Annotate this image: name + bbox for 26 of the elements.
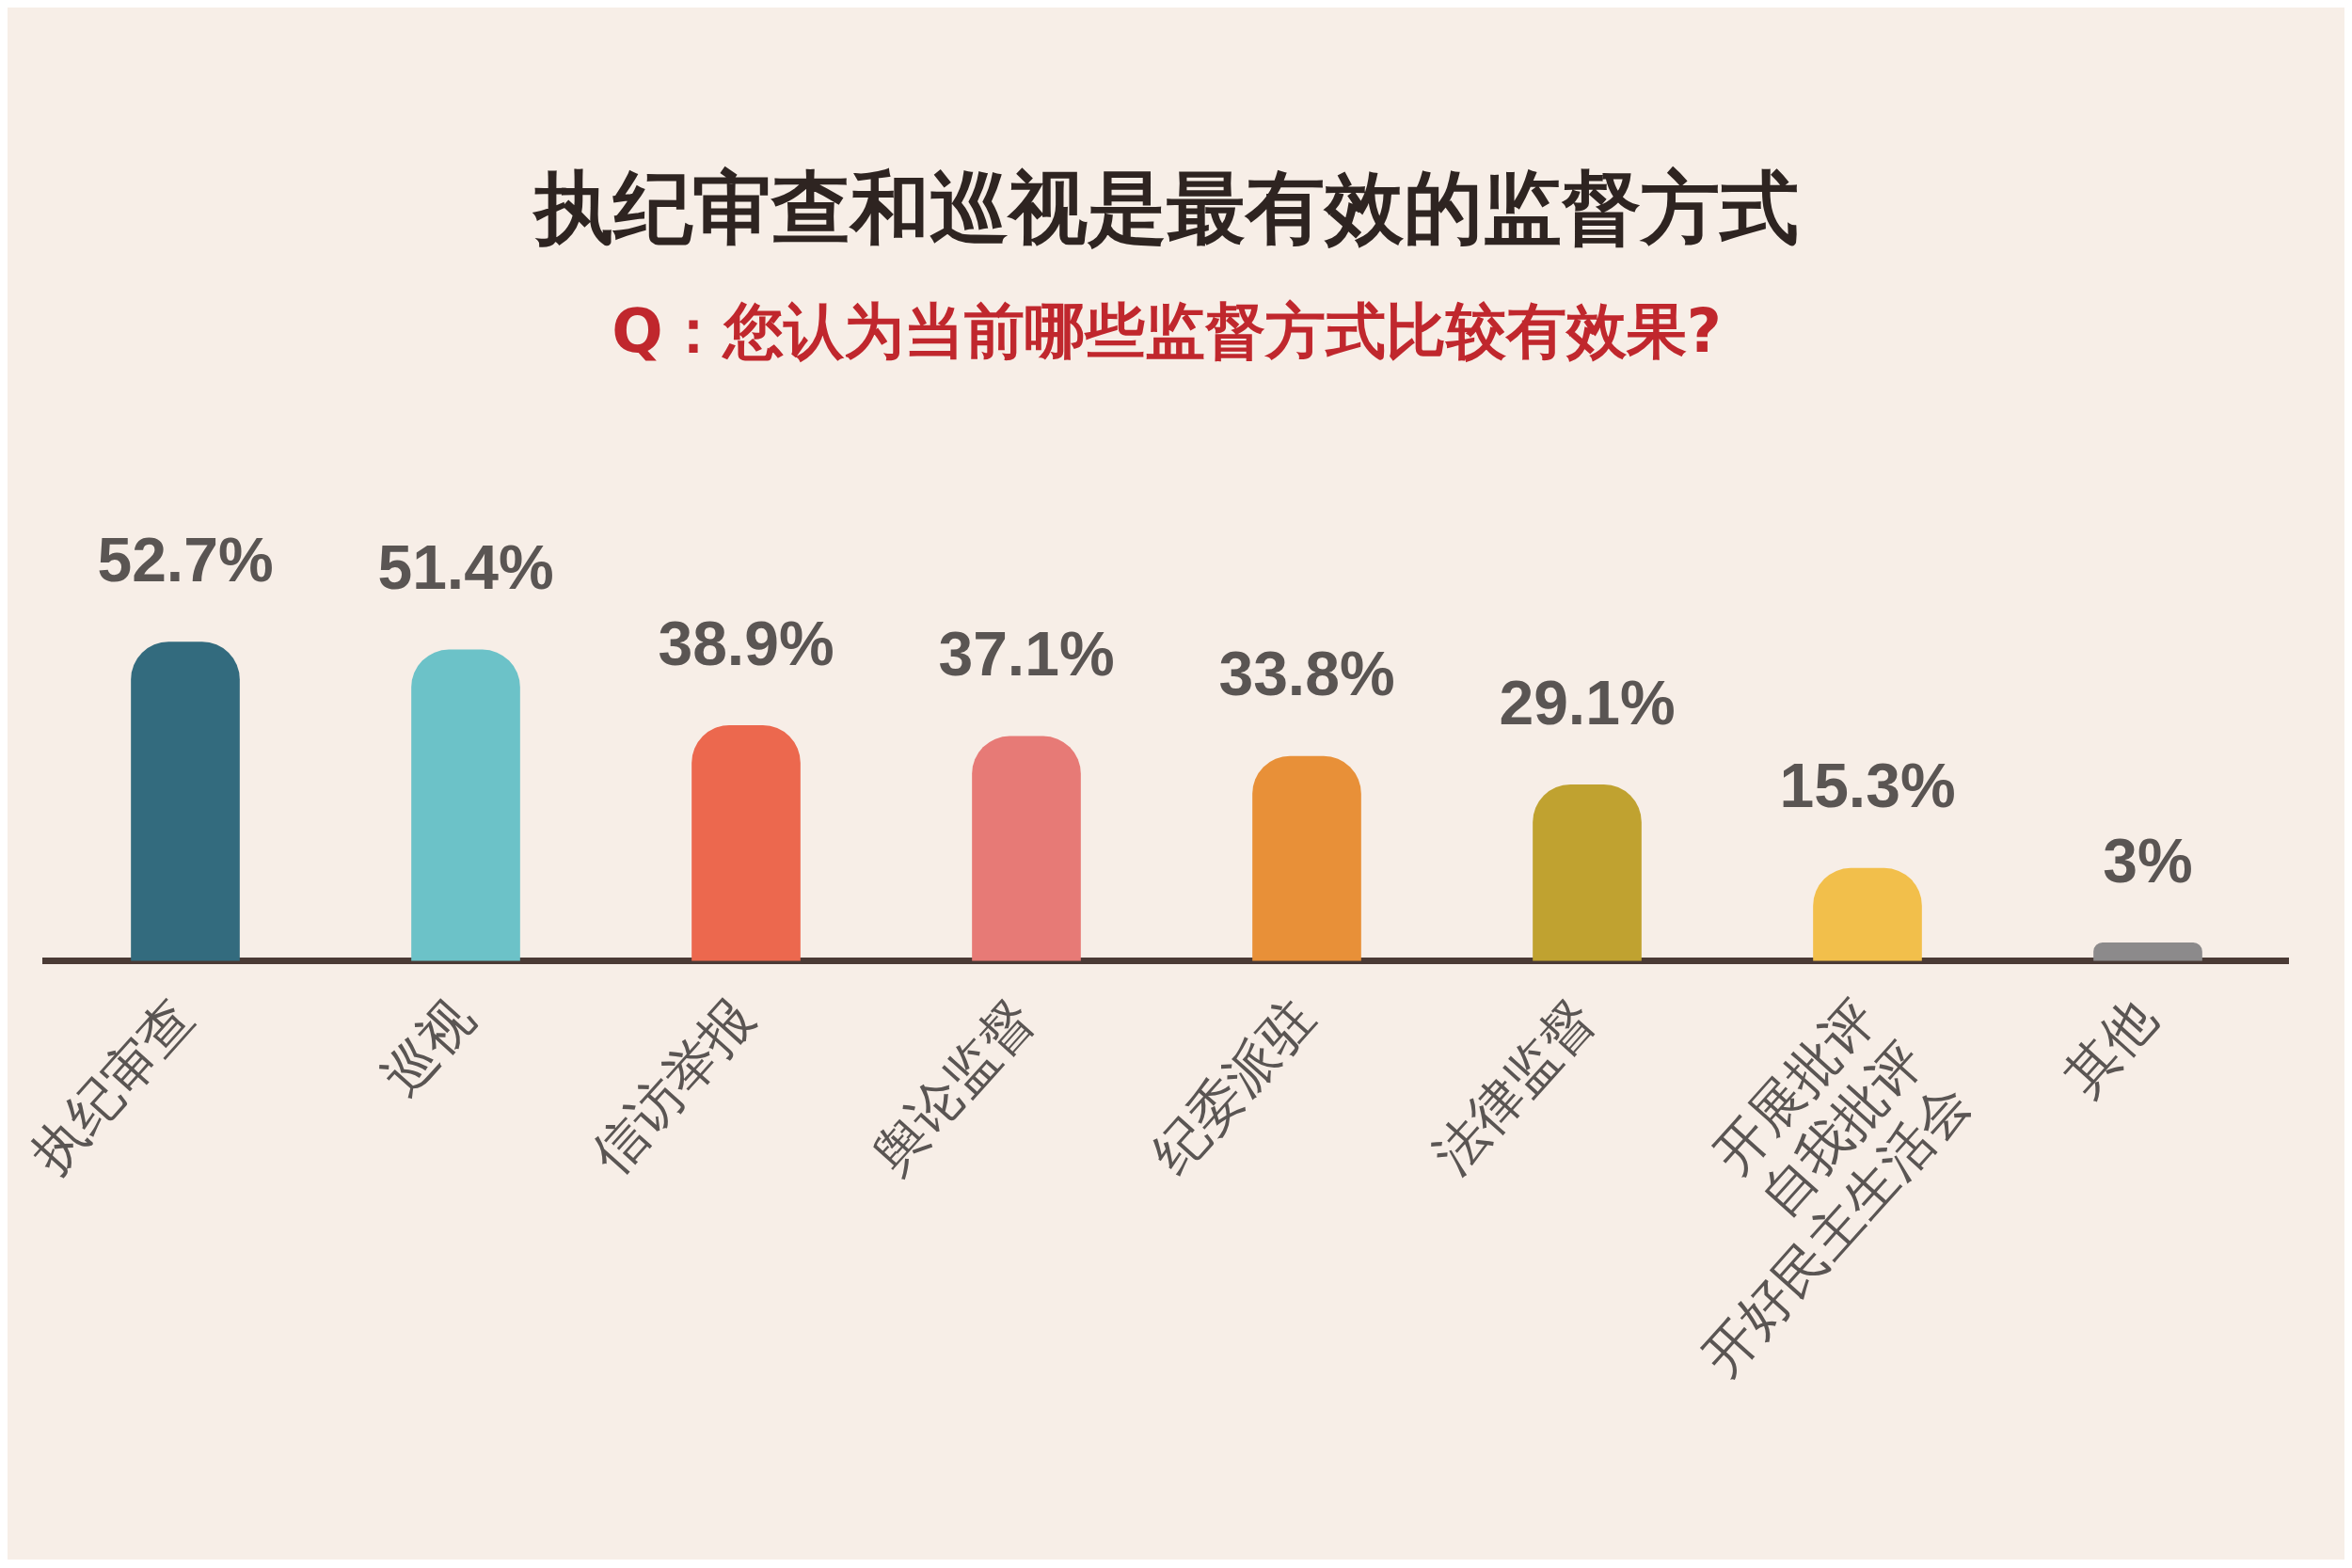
data-label: 37.1% — [938, 619, 1115, 689]
x-tick-label: 开展批评 自我批评 开好民主生活会 — [1690, 988, 1981, 1386]
bar — [131, 641, 240, 961]
x-tick-label: 纪委派驻 — [1140, 988, 1327, 1185]
bar — [691, 725, 801, 961]
data-label: 3% — [2103, 825, 2193, 895]
data-label: 33.8% — [1218, 639, 1395, 709]
data-label: 52.7% — [97, 524, 274, 594]
chart-subtitle: Q：您认为当前哪些监督方式比较有效果? — [612, 295, 1722, 366]
data-label: 51.4% — [377, 532, 554, 603]
data-label: 38.9% — [658, 608, 834, 678]
bar — [972, 736, 1081, 961]
bar — [1252, 755, 1361, 961]
x-tick-label: 舆论监督 — [860, 988, 1046, 1185]
data-label: 15.3% — [1779, 751, 1956, 821]
x-tick-label: 执纪审查 — [19, 988, 205, 1185]
x-tick-label: 法律监督 — [1421, 988, 1607, 1185]
x-tick-label: 其他 — [2052, 988, 2168, 1106]
x-tick-label: 巡视 — [370, 988, 485, 1106]
chart-title: 执纪审查和巡视是最有效的监督方式 — [532, 162, 1799, 255]
x-tick-label: 信访举报 — [580, 988, 766, 1185]
data-label: 29.1% — [1499, 667, 1676, 737]
bar — [411, 649, 520, 961]
bar — [1533, 784, 1642, 961]
bar — [2093, 942, 2202, 961]
bar — [1813, 867, 1922, 961]
